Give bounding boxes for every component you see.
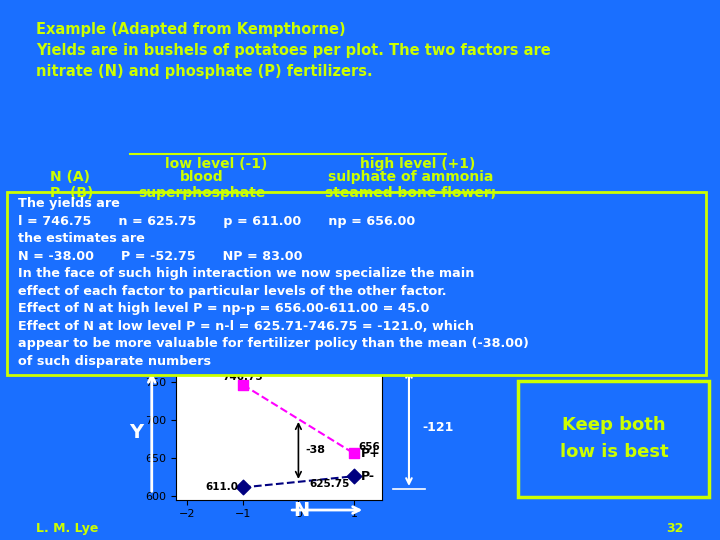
Text: Keep both
low is best: Keep both low is best — [560, 416, 668, 461]
Text: 625.75: 625.75 — [309, 480, 349, 489]
Point — [348, 449, 359, 458]
Point — [348, 472, 359, 481]
Point — [237, 483, 248, 492]
Text: 746.75: 746.75 — [222, 372, 264, 382]
Text: blood: blood — [180, 170, 223, 184]
Text: -121: -121 — [423, 421, 454, 435]
Text: sulphate of ammonia: sulphate of ammonia — [328, 170, 493, 184]
Text: L. M. Lye: L. M. Lye — [36, 522, 99, 535]
Text: 32: 32 — [667, 522, 684, 535]
Text: P+: P+ — [361, 447, 381, 460]
Text: Example (Adapted from Kempthorne)
Yields are in bushels of potatoes per plot. Th: Example (Adapted from Kempthorne) Yields… — [36, 22, 551, 79]
Text: low level (-1): low level (-1) — [165, 157, 267, 171]
Text: 656: 656 — [359, 442, 380, 452]
Text: N (A): N (A) — [50, 170, 91, 184]
Text: 611.0: 611.0 — [205, 482, 238, 492]
Text: The yields are
l = 746.75      n = 625.75      p = 611.00      np = 656.00
the e: The yields are l = 746.75 n = 625.75 p =… — [18, 197, 529, 368]
Text: N: N — [293, 501, 310, 519]
Text: Y: Y — [130, 422, 144, 442]
Text: P  (B): P (B) — [50, 186, 94, 200]
Text: high level (+1): high level (+1) — [360, 157, 475, 171]
Text: superphosphate: superphosphate — [138, 186, 265, 200]
Text: steamed bone flower;: steamed bone flower; — [325, 186, 496, 200]
Text: -38: -38 — [305, 446, 325, 455]
Point — [237, 381, 248, 389]
Text: P-: P- — [361, 470, 375, 483]
